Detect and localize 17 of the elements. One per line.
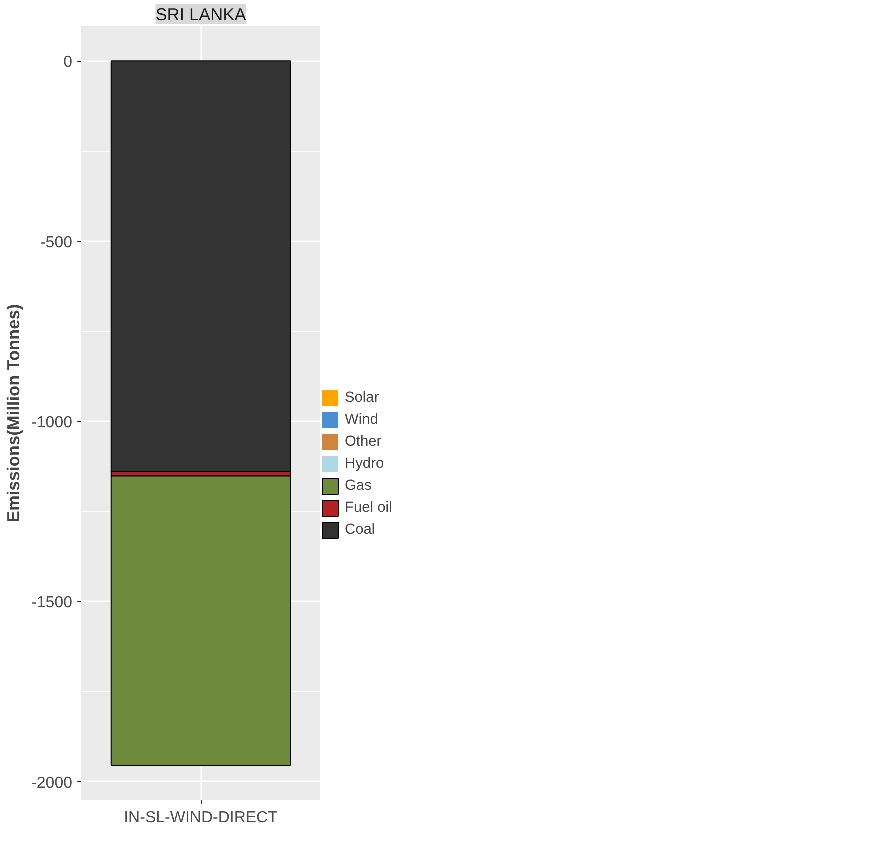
x-tick-label: IN-SL-WIND-DIRECT	[124, 810, 278, 826]
y-tick-label: -1500	[32, 594, 73, 612]
y-axis-title: Emissions(Million Tonnes)	[4, 304, 24, 523]
legend-label: Fuel oil	[345, 500, 392, 516]
legend-label: Coal	[345, 522, 376, 538]
y-tick-label: -1000	[32, 414, 73, 432]
legend-label: Hydro	[345, 456, 384, 472]
y-tick-label: 0	[64, 54, 73, 72]
bar	[110, 476, 292, 766]
legend-label: Wind	[345, 412, 378, 428]
legend-label: Gas	[345, 478, 372, 494]
y-tick-label: -2000	[32, 774, 73, 792]
legend-label: Solar	[345, 390, 380, 406]
bar	[110, 60, 292, 472]
y-tick-label: -500	[40, 234, 73, 252]
legend-label: Other	[345, 434, 382, 450]
chart-title: SRI LANKA	[156, 4, 247, 24]
